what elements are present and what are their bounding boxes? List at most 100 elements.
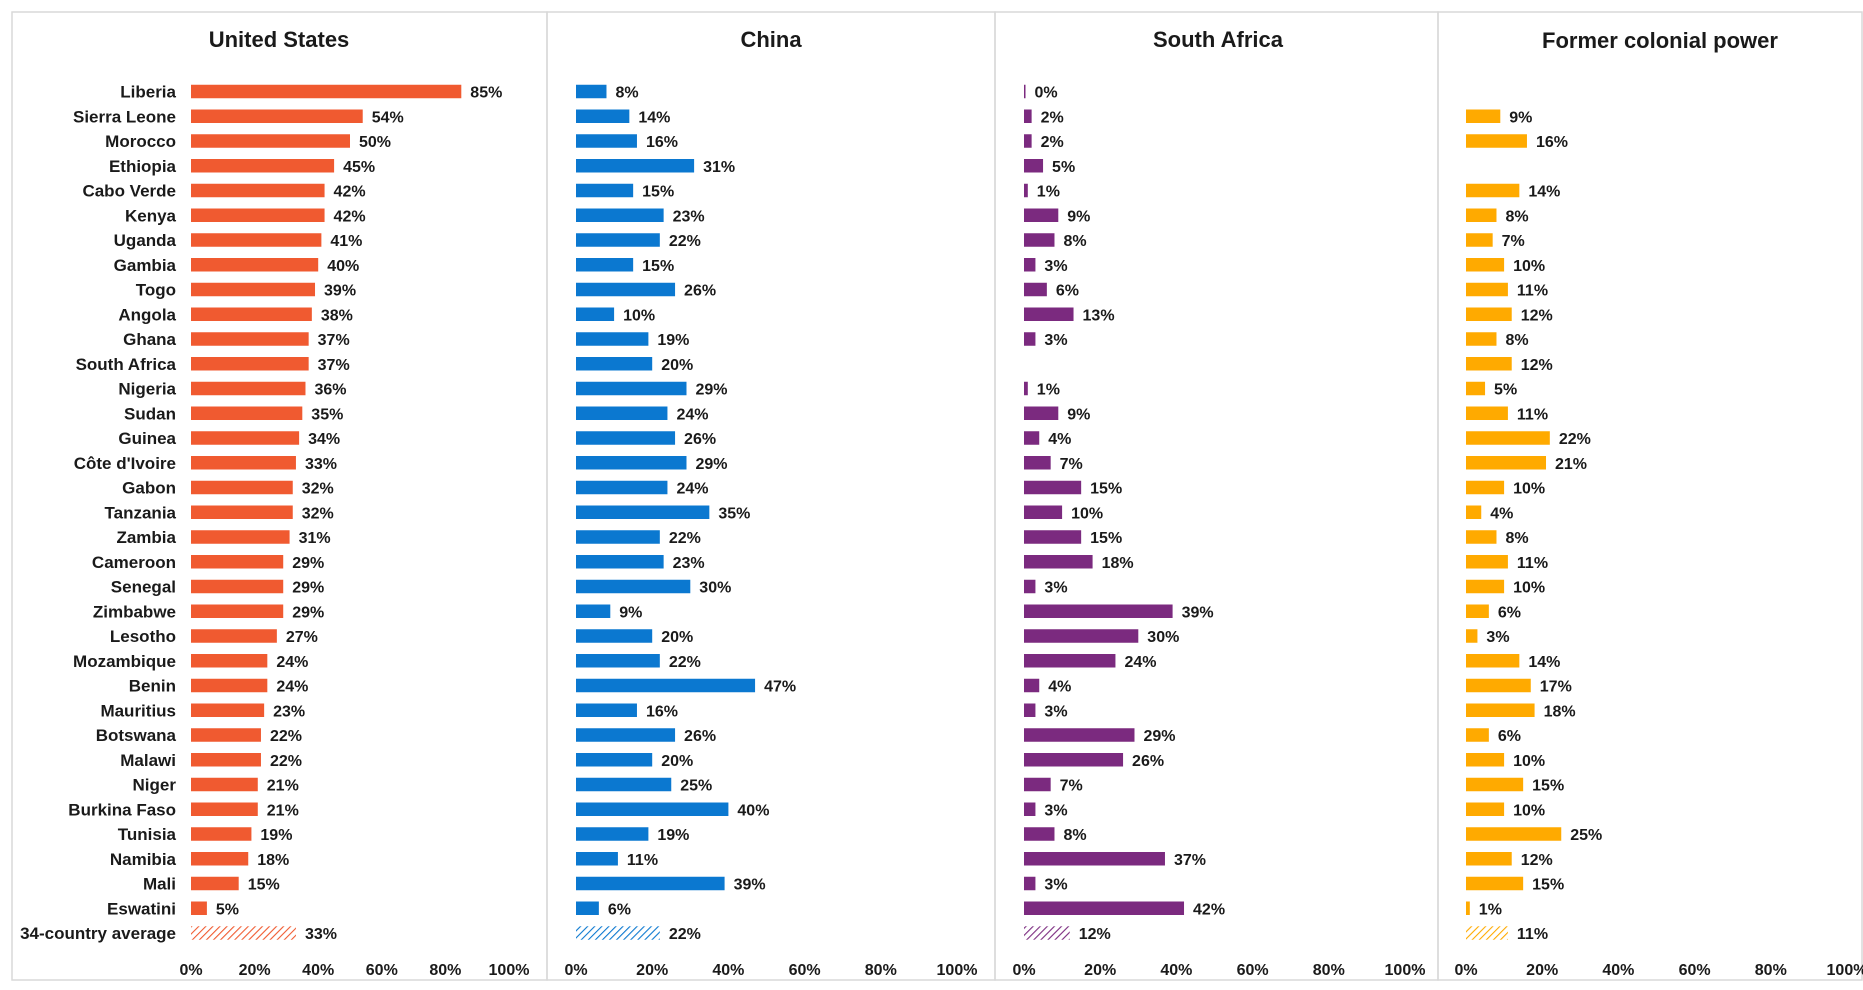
data-label-us-mauritius: 23% xyxy=(273,703,305,720)
category-label-niger: Niger xyxy=(133,776,177,795)
bar-south-africa-angola xyxy=(1024,307,1074,321)
bar-us-botswana xyxy=(191,728,261,742)
bar-colonial-malawi xyxy=(1466,753,1505,767)
x-tick-china-3: 60% xyxy=(789,962,821,979)
bar-south-africa-kenya xyxy=(1024,208,1059,222)
x-tick-colonial-4: 80% xyxy=(1755,962,1787,979)
bar-us-senegal xyxy=(191,579,284,594)
data-label-us-lesotho: 27% xyxy=(286,629,318,646)
data-label-china-senegal: 30% xyxy=(699,580,731,597)
data-label-china-ghana: 19% xyxy=(657,332,689,349)
bar-china-tanzania xyxy=(576,505,710,519)
bar-us-zambia xyxy=(191,530,290,544)
data-label-china-gambia: 15% xyxy=(642,258,674,275)
bar-us-eswatini xyxy=(191,901,207,915)
x-tick-china-2: 40% xyxy=(712,962,744,979)
bar-colonial-lesotho xyxy=(1466,629,1478,643)
category-label-cabo-verde: Cabo Verde xyxy=(82,182,176,201)
bar-south-africa-zimbabwe xyxy=(1024,604,1173,618)
x-tick-colonial-2: 40% xyxy=(1602,962,1634,979)
data-label-colonial-cameroon: 11% xyxy=(1517,555,1548,572)
data-label-us-ghana: 37% xyxy=(318,332,350,349)
bar-south-africa-senegal xyxy=(1024,579,1036,594)
category-label-nigeria: Nigeria xyxy=(118,380,176,399)
data-label-us-liberia: 85% xyxy=(470,85,502,102)
data-label-colonial-sierra-leone: 9% xyxy=(1509,109,1532,126)
bar-colonial-niger xyxy=(1466,777,1524,792)
bar-south-africa-cote-d-ivoire xyxy=(1024,456,1051,470)
bar-china-senegal xyxy=(576,579,691,594)
bar-china-gabon xyxy=(576,480,668,495)
data-label-china-uganda: 22% xyxy=(669,233,701,250)
data-label-south-africa-tunisia: 8% xyxy=(1063,827,1086,844)
data-label-colonial-mozambique: 14% xyxy=(1528,654,1560,671)
data-label-china-gabon: 24% xyxy=(676,481,708,498)
category-label-zambia: Zambia xyxy=(116,528,176,547)
data-label-us-morocco: 50% xyxy=(359,134,391,151)
bar-south-africa-benin xyxy=(1024,678,1040,693)
bar-china-uganda xyxy=(576,233,660,247)
data-label-colonial-nigeria: 5% xyxy=(1494,382,1517,399)
bar-south-africa-guinea xyxy=(1024,431,1040,445)
bar-colonial-guinea xyxy=(1466,431,1550,445)
x-tick-china-0: 0% xyxy=(564,962,587,979)
data-label-colonial-south-africa: 12% xyxy=(1521,357,1553,374)
data-label-china-eswatini: 6% xyxy=(608,901,631,918)
data-label-south-africa-cameroon: 18% xyxy=(1102,555,1134,572)
bar-us-sierra-leone xyxy=(191,109,363,123)
data-label-us-sudan: 35% xyxy=(311,406,343,423)
data-label-colonial-angola: 12% xyxy=(1521,307,1553,324)
data-label-china-benin: 47% xyxy=(764,679,796,696)
bar-south-africa-gabon xyxy=(1024,480,1082,495)
bar-us-lesotho xyxy=(191,629,277,643)
bar-colonial-nigeria xyxy=(1466,381,1486,396)
data-label-colonial-kenya: 8% xyxy=(1505,208,1528,225)
data-label-colonial-guinea: 22% xyxy=(1559,431,1591,448)
category-label-uganda: Uganda xyxy=(114,231,177,250)
bar-china-ghana xyxy=(576,332,649,346)
data-label-china-south-africa: 20% xyxy=(661,357,693,374)
data-label-south-africa-botswana: 29% xyxy=(1143,728,1175,745)
data-label-colonial-mali: 15% xyxy=(1532,877,1564,894)
bar-south-africa-sudan xyxy=(1024,406,1059,420)
bar-china-burkina-faso xyxy=(576,802,729,816)
data-label-china-lesotho: 20% xyxy=(661,629,693,646)
data-label-china-malawi: 20% xyxy=(661,753,693,770)
data-label-us-gabon: 32% xyxy=(302,481,334,498)
data-label-china-zimbabwe: 9% xyxy=(619,604,642,621)
bar-us-cabo-verde xyxy=(191,183,325,198)
category-label-angola: Angola xyxy=(118,305,176,324)
bar-colonial-34-country-average xyxy=(1466,926,1508,940)
data-label-us-zimbabwe: 29% xyxy=(292,604,324,621)
bar-colonial-eswatini xyxy=(1466,901,1470,915)
data-label-us-gambia: 40% xyxy=(327,258,359,275)
x-tick-us-3: 60% xyxy=(366,962,398,979)
bar-us-niger xyxy=(191,777,258,792)
bar-china-namibia xyxy=(576,852,618,866)
x-tick-china-5: 100% xyxy=(937,962,978,979)
data-label-us-cameroon: 29% xyxy=(292,555,324,572)
bar-china-liberia xyxy=(576,84,607,99)
bar-china-lesotho xyxy=(576,629,653,643)
category-label-guinea: Guinea xyxy=(118,429,176,448)
category-label-tunisia: Tunisia xyxy=(118,825,177,844)
data-label-south-africa-ethiopia: 5% xyxy=(1052,159,1075,176)
bar-us-ghana xyxy=(191,332,309,346)
bar-colonial-morocco xyxy=(1466,134,1527,148)
data-label-china-34-country-average: 22% xyxy=(669,926,701,943)
data-label-china-cote-d-ivoire: 29% xyxy=(695,456,727,473)
bar-colonial-mozambique xyxy=(1466,654,1520,668)
category-label-34-country-average: 34-country average xyxy=(20,924,176,943)
data-label-china-zambia: 22% xyxy=(669,530,701,547)
bar-colonial-mauritius xyxy=(1466,703,1535,717)
bar-china-eswatini xyxy=(576,901,599,915)
category-label-namibia: Namibia xyxy=(110,850,177,869)
bar-colonial-sierra-leone xyxy=(1466,109,1501,123)
data-label-south-africa-lesotho: 30% xyxy=(1147,629,1179,646)
data-label-us-eswatini: 5% xyxy=(216,901,239,918)
data-label-us-mozambique: 24% xyxy=(276,654,308,671)
bar-us-morocco xyxy=(191,134,350,148)
data-label-south-africa-benin: 4% xyxy=(1048,679,1071,696)
x-tick-us-2: 40% xyxy=(302,962,334,979)
bar-us-mauritius xyxy=(191,703,265,717)
